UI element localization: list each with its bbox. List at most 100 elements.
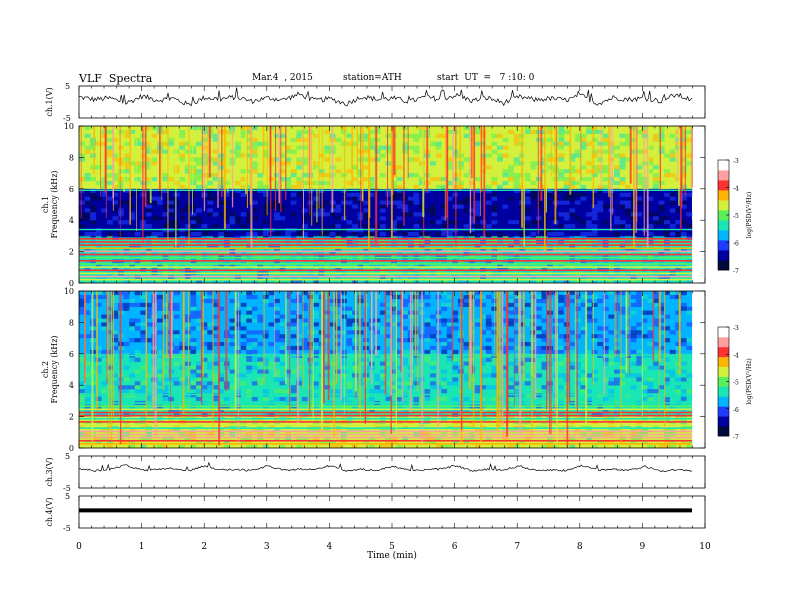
spectral-cell bbox=[396, 169, 403, 174]
spectral-cell bbox=[346, 412, 353, 417]
spectral-cell bbox=[318, 165, 325, 170]
colorbar-segment bbox=[718, 250, 729, 261]
spectral-cell bbox=[569, 126, 576, 131]
spectral-cell bbox=[313, 208, 319, 213]
spectral-cell bbox=[151, 200, 158, 205]
spectral-cell bbox=[235, 357, 241, 362]
spectral-cell bbox=[95, 208, 102, 213]
spectral-cell bbox=[591, 177, 598, 182]
spectral-cell bbox=[262, 279, 269, 284]
spectral-cell bbox=[95, 247, 102, 252]
spectral-cell bbox=[173, 192, 180, 197]
spectral-cell bbox=[463, 157, 470, 162]
spectral-cell bbox=[173, 424, 180, 429]
spectral-cell bbox=[112, 216, 119, 221]
spectral-cell bbox=[430, 389, 436, 394]
spectral-cell bbox=[95, 267, 102, 272]
spectral-cell bbox=[329, 326, 336, 331]
spectral-cell bbox=[586, 161, 592, 166]
spectral-cell bbox=[190, 173, 197, 178]
spectral-cell bbox=[524, 129, 531, 135]
spectral-cell bbox=[385, 208, 392, 213]
spectral-cell bbox=[101, 318, 108, 323]
spectral-cell bbox=[212, 232, 219, 237]
spectral-cell bbox=[513, 306, 520, 311]
spectral-cell bbox=[368, 389, 375, 394]
spectral-cell bbox=[118, 157, 124, 162]
spectral-cell bbox=[335, 251, 342, 256]
y-tick-label: 2 bbox=[69, 248, 74, 257]
spectral-cell bbox=[340, 408, 347, 413]
spectral-cell bbox=[145, 208, 152, 213]
spectral-cell bbox=[251, 165, 258, 170]
spectral-cell bbox=[352, 177, 358, 182]
spectral-cell bbox=[363, 137, 370, 142]
spectral-cell bbox=[112, 141, 119, 146]
spectral-cell bbox=[686, 173, 693, 178]
spectral-cell bbox=[112, 424, 119, 429]
spectral-cell bbox=[614, 216, 620, 221]
spectral-cell bbox=[329, 322, 336, 327]
spectral-cell bbox=[563, 251, 570, 256]
narrowband-line bbox=[79, 253, 692, 256]
spectral-cell bbox=[285, 365, 292, 370]
spectral-cell bbox=[212, 357, 219, 362]
spectral-cell bbox=[430, 377, 436, 382]
spectral-cell bbox=[235, 428, 241, 433]
spectral-cell bbox=[223, 232, 230, 237]
spectral-cell bbox=[212, 153, 219, 158]
spectral-cell bbox=[363, 232, 370, 237]
spectral-cell bbox=[491, 204, 498, 209]
spectral-cell bbox=[602, 204, 609, 209]
spectral-cell bbox=[123, 294, 130, 300]
spectral-cell bbox=[519, 310, 526, 315]
spectral-cell bbox=[235, 200, 241, 205]
spectral-cell bbox=[597, 212, 604, 217]
spectral-cell bbox=[630, 361, 637, 366]
spectral-cell bbox=[79, 200, 85, 205]
spectral-cell bbox=[641, 294, 648, 300]
spectral-cell bbox=[235, 310, 241, 315]
spectral-cell bbox=[84, 334, 91, 339]
spectral-cell bbox=[636, 338, 643, 343]
spectral-cell bbox=[586, 397, 592, 402]
spectral-cell bbox=[145, 157, 152, 162]
spectral-cell bbox=[212, 428, 219, 433]
sferic-streak bbox=[80, 126, 82, 219]
spectral-cell bbox=[140, 361, 147, 366]
spectral-cell bbox=[658, 397, 665, 402]
spectral-cell bbox=[463, 302, 470, 307]
spectral-cell bbox=[536, 204, 542, 209]
spectral-cell bbox=[675, 345, 682, 351]
spectral-cell bbox=[101, 357, 108, 362]
spectral-cell bbox=[686, 322, 693, 327]
spectral-cell bbox=[173, 302, 180, 307]
spectral-cell bbox=[508, 357, 514, 362]
spectral-cell bbox=[424, 302, 431, 307]
spectral-cell bbox=[402, 326, 409, 331]
spectral-cell bbox=[335, 208, 342, 213]
spectral-cell bbox=[207, 369, 214, 374]
spectral-cell bbox=[118, 200, 124, 205]
spectral-cell bbox=[106, 318, 113, 323]
spectral-cell bbox=[84, 389, 91, 394]
spectral-cell bbox=[145, 141, 152, 146]
spectral-cell bbox=[324, 165, 331, 170]
spectral-cell bbox=[190, 365, 197, 370]
spectral-cell bbox=[179, 235, 186, 241]
spectral-cell bbox=[123, 385, 130, 390]
spectral-cell bbox=[446, 397, 453, 402]
spectral-cell bbox=[636, 365, 643, 370]
spectral-cell bbox=[84, 177, 91, 182]
spectral-cell bbox=[502, 361, 509, 366]
spectral-cell bbox=[641, 247, 648, 252]
spectral-cell bbox=[262, 212, 269, 217]
spectral-cell bbox=[196, 291, 202, 296]
spectral-cell bbox=[541, 424, 548, 429]
spectral-cell bbox=[413, 310, 420, 315]
spectral-cell bbox=[463, 412, 470, 417]
spectral-cell bbox=[430, 330, 436, 335]
spectral-cell bbox=[636, 247, 643, 252]
spectral-cell bbox=[335, 232, 342, 237]
spectral-cell bbox=[530, 161, 537, 166]
